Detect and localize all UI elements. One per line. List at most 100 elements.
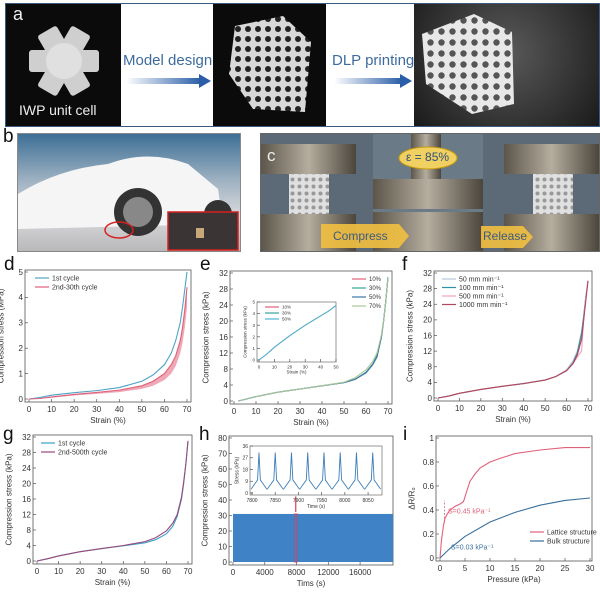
x-tick-label: 20 [76, 567, 85, 576]
y-tick-label: 1 [430, 434, 435, 443]
panel-label-a: a [13, 4, 24, 24]
inset-x-tick-label: 10 [272, 365, 278, 370]
legend-label: 1st cycle [52, 275, 79, 282]
legend-label: 500 mm min⁻¹ [459, 293, 504, 300]
x-axis-label: Strain (%) [293, 418, 329, 427]
x-tick-label: 4000 [256, 568, 274, 577]
x-tick-label: 0 [35, 567, 40, 576]
arrow-bar [334, 78, 402, 84]
y-tick-label: 12 [22, 510, 31, 519]
x-tick-label: 70 [184, 567, 193, 576]
y-tick-label: 40 [218, 496, 227, 505]
legend-label: 100 mm min⁻¹ [459, 285, 504, 292]
panel-a: IWP unit cell a Model design DLP printin… [5, 3, 600, 127]
y-tick-label: 12 [219, 349, 228, 358]
x-tick-label: 60 [160, 405, 169, 414]
x-tick-label: 0 [231, 568, 236, 577]
x-tick-label: 60 [362, 407, 371, 416]
inset-series-line [250, 452, 381, 490]
inset-x-axis-label: Time (s) [307, 504, 325, 510]
y-tick-label: 8 [27, 526, 32, 535]
x-tick-label: 8000 [288, 568, 306, 577]
y-tick-label: 4 [27, 541, 32, 550]
x-tick-label: 50 [541, 404, 550, 413]
y-tick-label: 20 [219, 317, 228, 326]
y-tick-label: 4 [224, 381, 229, 390]
inset-y-tick-label: 36 [242, 444, 248, 450]
compression-rig-icon [261, 134, 599, 251]
x-tick-label: 0 [27, 405, 32, 414]
strain-badge: ε = 85% [406, 150, 450, 164]
x-axis-label: Strain (%) [95, 578, 131, 587]
y-tick-label: 20 [423, 316, 432, 325]
x-tick-label: 10 [252, 407, 261, 416]
x-tick-label: 70 [183, 405, 192, 414]
y-axis-label: Compression stress (MPa) [0, 288, 6, 383]
y-tick-label: 30 [218, 511, 227, 520]
legend-label: 1st cycle [58, 440, 85, 447]
y-tick-label: 0 [428, 394, 433, 403]
y-tick-label: 0 [223, 558, 228, 567]
x-tick-label: 0 [438, 564, 443, 573]
legend-label: Bulk structure [547, 538, 590, 545]
inset-y-axis-label: Compression stress (kPa) [243, 306, 248, 358]
legend-label: Lattice structure [547, 529, 597, 536]
highlight-window [293, 513, 298, 563]
y-tick-label: 8 [428, 363, 433, 372]
compress-label: Compress [333, 229, 388, 243]
x-tick-label: 70 [584, 404, 593, 413]
x-tick-label: 40 [519, 404, 528, 413]
y-tick-label: 4 [19, 293, 24, 302]
dlp-printing-label: DLP printing [332, 52, 415, 69]
y-tick-label: 0.6 [423, 482, 435, 491]
y-tick-label: 32 [219, 269, 228, 278]
inset-chart-e: 0 10 20 30 40 50 0 1 2 3 4 5 Strain (%) Compression s… [243, 300, 339, 375]
series-line [437, 280, 589, 399]
series-line [238, 276, 389, 402]
y-tick-label: 20 [22, 479, 31, 488]
panel-label-b: b [3, 126, 14, 147]
x-tick-label: 30 [498, 404, 507, 413]
x-tick-label: 15 [511, 564, 520, 573]
stress-area [233, 513, 393, 562]
y-tick-label: 24 [423, 300, 432, 309]
arrow-right-icon [400, 74, 412, 88]
inset-background [250, 446, 382, 495]
sensitivity-annotation-bulk: S=0.03 kPa⁻¹ [451, 545, 494, 552]
legend-label: 50% [369, 295, 382, 301]
legend-label: 50% [282, 317, 291, 322]
series-line [28, 287, 188, 400]
inset-x-tick-label: 20 [287, 365, 293, 370]
panel-label-f: f [402, 254, 408, 275]
x-tick-label: 50 [340, 407, 349, 416]
axes-frame [435, 435, 593, 562]
y-tick-label: 32 [22, 433, 31, 442]
lattice-model-icon [229, 16, 311, 112]
legend-label: 30% [369, 286, 382, 292]
x-tick-label: 10 [486, 564, 495, 573]
panel-label-d: d [4, 254, 15, 275]
y-tick-label: 4 [428, 378, 433, 387]
y-axis-label: Compression stress (kPa) [406, 290, 415, 382]
car-icon [18, 156, 239, 251]
inset-y-tick-label: 4 [252, 311, 255, 316]
inset-series-line [258, 305, 337, 361]
y-tick-label: 28 [22, 448, 31, 457]
y-tick-label: 32 [423, 269, 432, 278]
panel-label-i: i [403, 424, 407, 445]
chart-i: i 0 5 10 15 20 25 30 0 0.2 0.4 0.6 0.8 1 Pressure (kPa… [403, 424, 597, 584]
x-tick-label: 12000 [317, 568, 340, 577]
y-tick-label: 0.8 [423, 458, 435, 467]
series-band [29, 287, 187, 399]
y-axis-label: Compression stress (kPa) [201, 454, 210, 546]
x-tick-label: 40 [119, 567, 128, 576]
x-tick-label: 30 [92, 405, 101, 414]
arrow-bar [126, 78, 201, 84]
chart-d: d 0 10 20 30 40 50 60 70 0 1 2 3 4 5 Strain (%) Compress… [0, 254, 192, 425]
legend-label: 2nd-30th cycle [52, 284, 98, 291]
inset-x-tick-label: 7850 [270, 498, 281, 504]
y-tick-label: 16 [219, 333, 228, 342]
x-tick-label: 10 [47, 405, 56, 414]
